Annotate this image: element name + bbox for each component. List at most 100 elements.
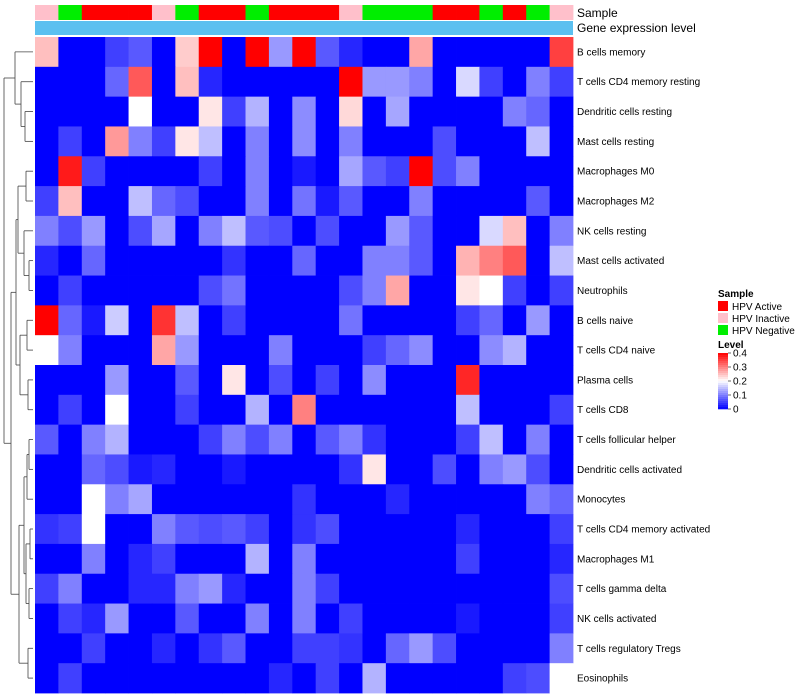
- heatmap-cell: [315, 454, 340, 485]
- level-colorbar-segment: [718, 369, 728, 372]
- heatmap-cell: [526, 66, 551, 98]
- heatmap-cell: [432, 484, 457, 515]
- heatmap-cell: [362, 543, 387, 575]
- heatmap-cell: [175, 215, 200, 247]
- heatmap-cell: [268, 603, 293, 634]
- heatmap-cell: [151, 275, 176, 306]
- heatmap-cell: [456, 633, 480, 664]
- level-colorbar-segment: [718, 359, 728, 362]
- heatmap-cell: [362, 365, 387, 396]
- heatmap-cell: [105, 394, 129, 426]
- heatmap-cell: [385, 156, 410, 187]
- heatmap-cell: [339, 663, 363, 694]
- row-label: T cells CD4 naive: [577, 346, 656, 357]
- sample-track-cell: [339, 5, 363, 20]
- heatmap-cell: [456, 66, 480, 98]
- heatmap-cell: [151, 37, 176, 68]
- heatmap-cell: [128, 484, 153, 515]
- heatmap-cell: [362, 186, 387, 217]
- heatmap-cell: [81, 603, 106, 634]
- heatmap-cell: [479, 543, 504, 575]
- level-tick-label: 0.2: [733, 377, 747, 388]
- heatmap-cell: [502, 275, 527, 306]
- heatmap-cell: [502, 96, 527, 127]
- level-colorbar-segment: [718, 355, 728, 358]
- heatmap-cell: [479, 663, 504, 694]
- level-tick-label: 0.1: [733, 391, 747, 402]
- level-tick-label: 0.3: [733, 363, 747, 374]
- heatmap-cell: [58, 156, 83, 187]
- sample-track-cell: [198, 5, 223, 20]
- heatmap-cell: [292, 514, 317, 545]
- heatmap-cell: [315, 156, 340, 187]
- row-label: Mast cells activated: [577, 256, 664, 267]
- heatmap-cell: [362, 603, 387, 634]
- heatmap-cell: [339, 37, 363, 68]
- heatmap-cell: [128, 275, 153, 306]
- sample-track-cell: [128, 5, 153, 20]
- heatmap-cell: [222, 305, 246, 336]
- heatmap-cell: [175, 245, 200, 276]
- heatmap-cell: [292, 454, 317, 485]
- heatmap-cell: [35, 514, 59, 545]
- heatmap-cell: [502, 215, 527, 247]
- heatmap-cell: [105, 514, 129, 545]
- sample-track-cell: [362, 5, 387, 20]
- heatmap-cell: [526, 275, 551, 306]
- heatmap-cell: [502, 633, 527, 664]
- heatmap-cell: [268, 156, 293, 187]
- heatmap-cell: [222, 335, 246, 366]
- heatmap-cell: [58, 424, 83, 455]
- heatmap-cell: [456, 603, 480, 634]
- sample-track-cell: [175, 5, 200, 20]
- heatmap-cell: [128, 335, 153, 366]
- heatmap-cell: [35, 365, 59, 396]
- heatmap-cell: [456, 663, 480, 694]
- heatmap-cell: [58, 37, 83, 68]
- level-colorbar-segment: [718, 393, 728, 396]
- heatmap-cell: [81, 66, 106, 98]
- heatmap-cell: [549, 484, 574, 515]
- heatmap-cell: [175, 156, 200, 187]
- heatmap-cell: [362, 126, 387, 157]
- heatmap-cell: [479, 186, 504, 217]
- sample-legend-swatch: [718, 301, 728, 311]
- heatmap-cell: [198, 126, 223, 157]
- heatmap-cell: [105, 633, 129, 664]
- heatmap-cell: [222, 96, 246, 127]
- heatmap-cell: [315, 126, 340, 157]
- heatmap-cell: [151, 156, 176, 187]
- heatmap-cell: [35, 573, 59, 604]
- heatmap-cell: [128, 603, 153, 634]
- heatmap-cell: [58, 663, 83, 694]
- heatmap-cell: [58, 305, 83, 336]
- heatmap-cell: [222, 424, 246, 455]
- heatmap-cell: [151, 245, 176, 276]
- heatmap-cell: [549, 394, 574, 426]
- heatmap-cell: [502, 484, 527, 515]
- row-labels: B cells memory T cells CD4 memory resting…: [577, 47, 710, 684]
- heatmap-cell: [549, 245, 574, 276]
- heatmap-cell: [385, 454, 410, 485]
- heatmap-cell: [385, 394, 410, 426]
- heatmap-cell: [105, 365, 129, 396]
- level-colorbar-segment: [718, 399, 728, 402]
- heatmap-cell: [292, 424, 317, 455]
- heatmap-cell: [385, 573, 410, 604]
- heatmap-cell: [409, 663, 434, 694]
- heatmap-cell: [245, 66, 270, 98]
- heatmap-cell: [58, 603, 83, 634]
- heatmap-cell: [385, 543, 410, 575]
- sample-track-cell: [222, 5, 246, 20]
- heatmap-cell: [292, 96, 317, 127]
- heatmap-cell: [409, 335, 434, 366]
- heatmap-cell: [502, 454, 527, 485]
- heatmap-cell: [409, 603, 434, 634]
- heatmap-cell: [526, 454, 551, 485]
- heatmap-cell: [245, 633, 270, 664]
- heatmap-cell: [456, 424, 480, 455]
- heatmap-cell: [35, 245, 59, 276]
- heatmap-cell: [58, 454, 83, 485]
- heatmap-cell: [315, 215, 340, 247]
